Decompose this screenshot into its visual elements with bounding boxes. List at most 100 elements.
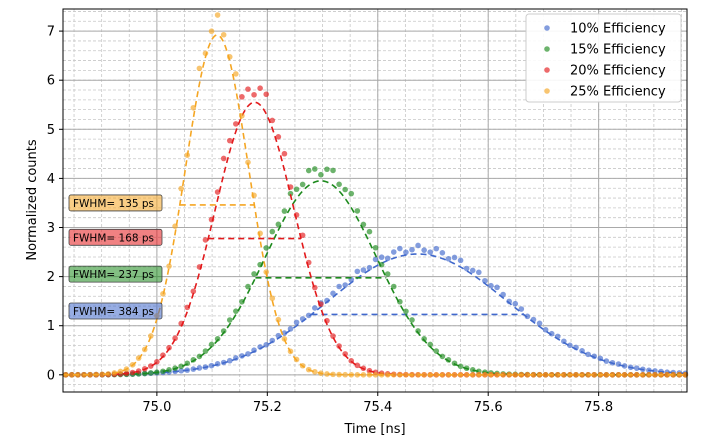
- data-point: [482, 372, 488, 378]
- data-point: [330, 333, 336, 339]
- x-tick-label: 75.0: [142, 400, 171, 415]
- data-point: [372, 256, 379, 263]
- data-point: [561, 372, 567, 378]
- data-point: [421, 372, 427, 378]
- data-point: [366, 264, 373, 271]
- data-point: [245, 283, 251, 290]
- data-point: [378, 254, 385, 261]
- data-point: [172, 335, 178, 342]
- data-point: [348, 190, 355, 197]
- x-tick-label: 75.4: [363, 400, 392, 415]
- data-point: [293, 186, 300, 193]
- data-point: [202, 237, 209, 243]
- data-point: [233, 121, 239, 127]
- data-point: [457, 257, 464, 264]
- data-point: [293, 319, 300, 326]
- data-point: [220, 155, 227, 162]
- data-point: [257, 85, 263, 92]
- data-point: [220, 31, 227, 38]
- data-point: [536, 320, 543, 327]
- data-point: [494, 284, 500, 291]
- x-tick-label: 75.8: [584, 400, 613, 415]
- data-point: [354, 268, 361, 275]
- data-point: [427, 249, 434, 255]
- data-point: [397, 245, 403, 252]
- data-point: [148, 333, 154, 339]
- data-point: [305, 167, 312, 174]
- legend-label: 15% Efficiency: [570, 43, 666, 58]
- data-point: [494, 372, 500, 378]
- data-point: [87, 371, 93, 378]
- fwhm-label-box: [68, 302, 163, 320]
- y-tick-label: 7: [47, 25, 55, 40]
- axes: 75.0 75.2 75.4 75.6 75.8 0 1 2 3 4 5 6 7: [47, 25, 613, 415]
- data-point: [567, 342, 573, 349]
- data-point: [324, 297, 330, 304]
- data-point: [129, 369, 136, 376]
- data-point: [202, 348, 209, 354]
- data-point: [342, 351, 348, 357]
- x-tick-label: 75.6: [474, 400, 503, 415]
- data-point: [251, 91, 257, 98]
- data-point: [384, 271, 391, 277]
- data-point: [117, 368, 124, 375]
- data-point: [476, 269, 482, 276]
- data-point: [354, 371, 361, 378]
- data-point: [245, 86, 251, 92]
- data-point: [621, 372, 628, 378]
- data-point: [463, 265, 470, 272]
- data-point: [226, 357, 233, 364]
- y-tick-label: 4: [47, 172, 55, 187]
- data-point: [457, 363, 464, 370]
- data-point: [372, 372, 379, 378]
- data-point: [433, 348, 440, 354]
- data-point: [403, 308, 409, 315]
- data-point: [251, 271, 257, 277]
- x-axis-label: Time [ns]: [343, 422, 405, 437]
- data-point: [226, 137, 233, 144]
- data-point: [318, 171, 324, 178]
- fit-curve: [63, 253, 688, 376]
- data-point: [403, 249, 409, 256]
- data-point: [275, 134, 282, 140]
- data-point: [409, 246, 415, 253]
- legend-marker: [544, 67, 550, 73]
- legend-label: 20% Efficiency: [570, 64, 666, 79]
- fwhm-label-text: FWHM= 384 ps: [73, 306, 154, 318]
- data-point: [415, 328, 421, 334]
- data-point: [403, 372, 409, 378]
- data-point: [390, 283, 397, 290]
- data-point: [427, 341, 434, 348]
- data-point: [269, 295, 276, 302]
- data-point: [190, 288, 197, 295]
- data-point: [239, 353, 245, 359]
- data-point: [299, 181, 306, 188]
- data-point: [208, 362, 215, 369]
- data-point: [548, 330, 555, 337]
- data-point: [342, 282, 348, 288]
- fwhm-label-text: FWHM= 237 ps: [73, 269, 154, 281]
- y-axis-label: Normalized counts: [25, 139, 40, 261]
- data-point: [275, 316, 282, 323]
- data-point: [390, 372, 397, 378]
- data-point: [220, 328, 227, 334]
- data-point: [281, 208, 288, 214]
- data-point: [263, 341, 270, 348]
- data-point: [439, 250, 446, 256]
- data-point: [312, 368, 318, 375]
- data-point: [178, 363, 184, 370]
- y-tick-label: 3: [47, 221, 55, 236]
- data-point: [433, 372, 440, 378]
- data-point: [178, 185, 184, 192]
- data-point: [633, 365, 640, 371]
- data-point: [585, 351, 591, 358]
- data-point: [573, 372, 579, 378]
- y-tick-label: 6: [47, 74, 55, 89]
- data-point: [506, 298, 512, 305]
- data-point: [451, 372, 458, 378]
- fwhm-label-box: [68, 265, 163, 283]
- legend-marker: [544, 25, 550, 31]
- x-tick-label: 75.2: [253, 400, 282, 415]
- data-point: [330, 290, 336, 297]
